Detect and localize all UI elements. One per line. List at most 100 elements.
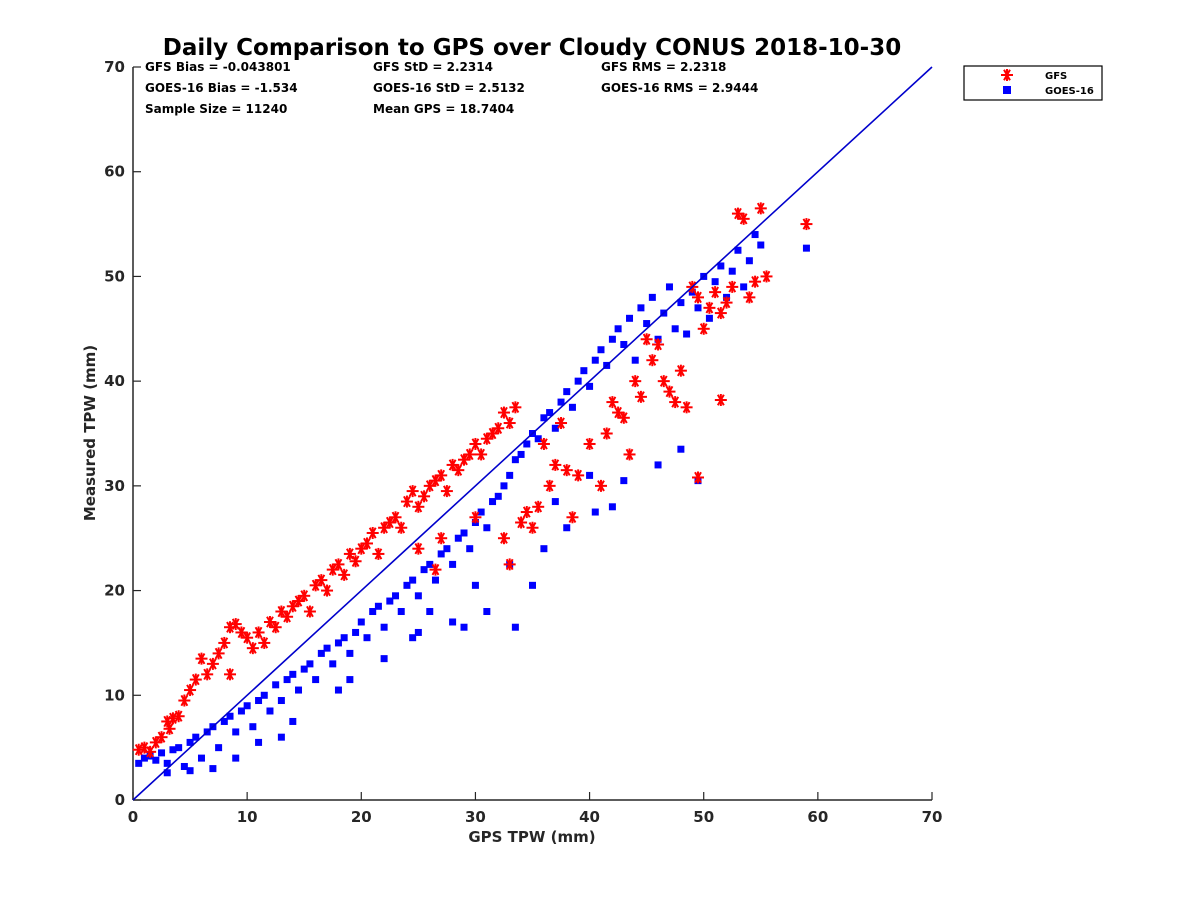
gfs-point xyxy=(389,511,402,524)
gfs-point xyxy=(189,673,202,686)
goes-16-point xyxy=(711,278,719,286)
goes-16-point xyxy=(705,314,713,322)
gfs-point xyxy=(497,532,510,545)
gfs-point xyxy=(520,506,533,519)
gfs-point xyxy=(532,500,545,513)
gfs-point xyxy=(292,595,305,608)
goes-16-point xyxy=(471,581,479,589)
y-tick-label: 0 xyxy=(115,791,125,809)
goes-16-point xyxy=(568,403,576,411)
legend-gfs-label: GFS xyxy=(1045,71,1067,82)
goes-16-point xyxy=(306,660,314,668)
gfs-point xyxy=(714,307,727,320)
gfs-point xyxy=(435,532,448,545)
goes-16-point xyxy=(163,769,171,777)
goes-16-point xyxy=(580,367,588,375)
axis-ticks: 0 10 20 30 40 50 60 70 0 10 20 30 40 50 60 70 xyxy=(104,58,942,826)
y-axis-label: Measured TPW (mm) xyxy=(81,345,99,521)
x-tick-label: 30 xyxy=(465,808,486,826)
goes-16-point xyxy=(380,655,388,663)
gfs-point xyxy=(326,563,339,576)
goes-16-point xyxy=(483,608,491,616)
goes-16-point xyxy=(403,581,411,589)
gfs-point xyxy=(623,448,636,461)
gfs-point xyxy=(435,469,448,482)
goes-16-point xyxy=(346,649,354,657)
gfs-point xyxy=(383,516,396,529)
goes-16-point xyxy=(734,246,742,254)
gfs-point xyxy=(663,385,676,398)
goes-16-point xyxy=(483,524,491,532)
gfs-point xyxy=(492,422,505,435)
gfs-point xyxy=(412,542,425,555)
legend: GFS GOES-16 xyxy=(963,65,1103,101)
goes-16-point xyxy=(163,759,171,767)
stat-gfs-bias: GFS Bias = -0.043801 xyxy=(145,60,291,74)
gfs-point xyxy=(760,270,773,283)
goes-16-point xyxy=(523,440,531,448)
goes-16-point xyxy=(289,717,297,725)
goes-16-point xyxy=(260,691,268,699)
gfs-point xyxy=(606,396,619,409)
goes-16-point xyxy=(363,634,371,642)
goes-16-point xyxy=(300,665,308,673)
gfs-point xyxy=(355,542,368,555)
gfs-point xyxy=(800,218,813,231)
stat-gfs-std: GFS StD = 2.2314 xyxy=(373,60,493,74)
goes-16-point xyxy=(477,508,485,516)
gfs-point xyxy=(600,427,613,440)
gfs-point xyxy=(543,479,556,492)
stat-goes-std: GOES-16 StD = 2.5132 xyxy=(373,81,525,95)
gfs-point xyxy=(526,521,539,534)
legend-goes-label: GOES-16 xyxy=(1045,86,1094,97)
x-tick-label: 70 xyxy=(922,808,943,826)
gfs-point xyxy=(657,375,670,388)
gfs-point xyxy=(412,500,425,513)
y-tick-label: 70 xyxy=(104,58,125,76)
goes-16-point xyxy=(443,545,451,553)
gfs-point xyxy=(258,636,271,649)
goes-16-point xyxy=(152,756,160,764)
gfs-point xyxy=(395,521,408,534)
goes-16-point xyxy=(329,660,337,668)
goes-16-point xyxy=(757,241,765,249)
gfs-point xyxy=(475,448,488,461)
gfs-point xyxy=(343,547,356,560)
goes-16-point xyxy=(500,482,508,490)
stat-sample-size: Sample Size = 11240 xyxy=(145,102,287,116)
goes-16-point xyxy=(334,686,342,694)
goes-16-point xyxy=(420,566,428,574)
y-tick-label: 20 xyxy=(104,582,125,600)
goes-16-point xyxy=(346,676,354,684)
gfs-point xyxy=(480,432,493,445)
goes-16-point xyxy=(175,744,183,752)
gfs-point xyxy=(446,458,459,471)
goes-16-point xyxy=(409,576,417,584)
goes-16-point xyxy=(574,377,582,385)
gfs-point xyxy=(640,333,653,346)
gfs-point xyxy=(669,396,682,409)
goes-16-point xyxy=(460,529,468,537)
y-tick-label: 60 xyxy=(104,163,125,181)
goes-16-point xyxy=(237,707,245,715)
gfs-point xyxy=(726,280,739,293)
gfs-point xyxy=(583,437,596,450)
gfs-point xyxy=(720,296,733,309)
goes-16-point xyxy=(243,702,251,710)
gfs-point xyxy=(241,631,254,644)
goes-16-point xyxy=(283,676,291,684)
gfs-point xyxy=(144,745,157,758)
gfs-point xyxy=(309,579,322,592)
goes-16-point xyxy=(426,608,434,616)
goes-16-point xyxy=(563,388,571,396)
goes-16-point xyxy=(277,733,285,741)
goes-16-point xyxy=(220,717,228,725)
goes-16-point xyxy=(626,314,634,322)
gfs-point xyxy=(646,354,659,367)
gfs-point xyxy=(714,393,727,406)
stat-gfs-rms: GFS RMS = 2.2318 xyxy=(601,60,726,74)
goes-16-point xyxy=(489,498,497,506)
goes-16-point xyxy=(352,628,360,636)
goes-16-point xyxy=(272,681,280,689)
gfs-point xyxy=(400,495,413,508)
